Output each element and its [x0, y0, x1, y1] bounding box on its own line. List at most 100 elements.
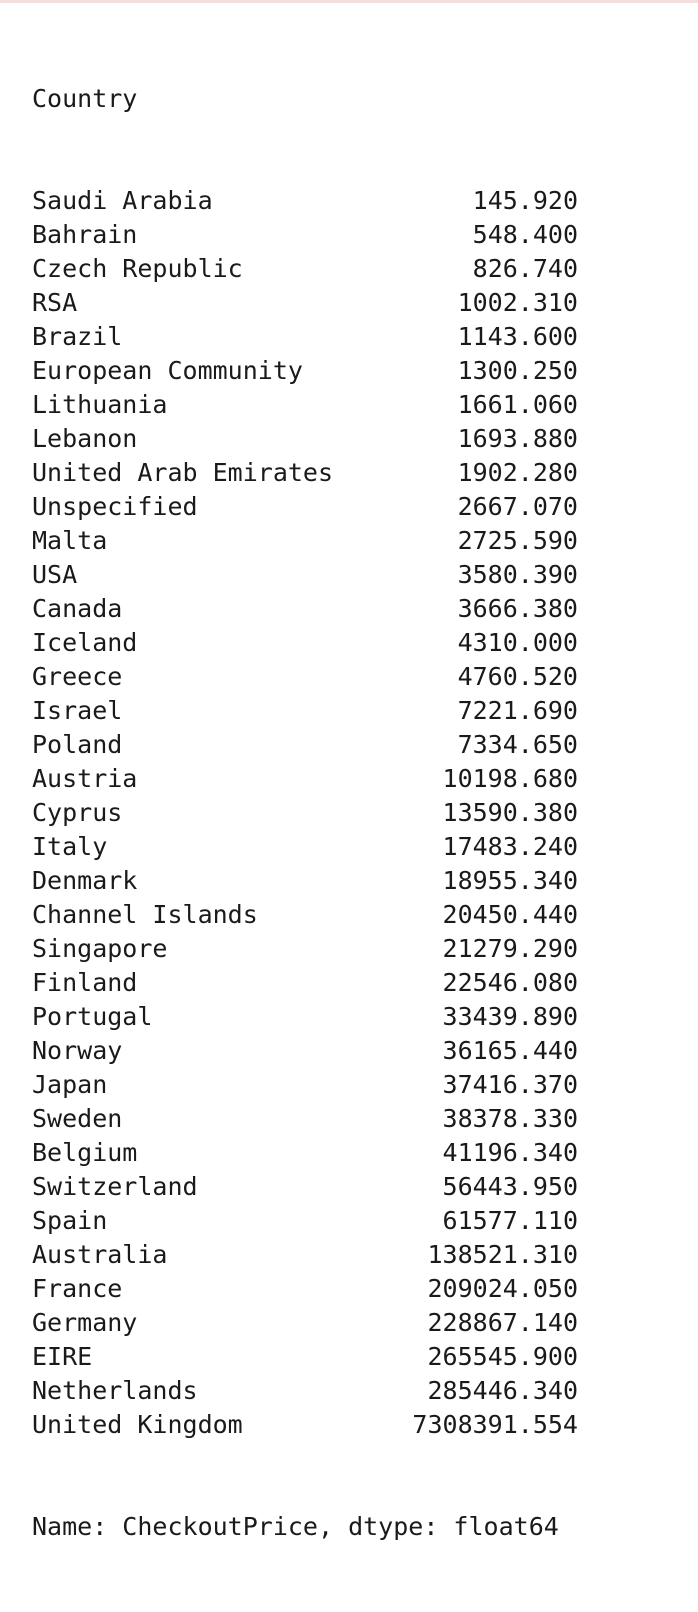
country-label: Poland [32, 730, 123, 759]
checkout-price-value: 56443.950 [442, 1172, 578, 1201]
index-name-row: Country [32, 82, 592, 116]
checkout-price-value: 1300.250 [457, 356, 578, 385]
country-label: Netherlands [32, 1376, 198, 1405]
series-row: Brazil 1143.600 [32, 320, 592, 354]
checkout-price-value: 33439.890 [442, 1002, 578, 1031]
series-footer-row: Name: CheckoutPrice, dtype: float64 [32, 1510, 592, 1544]
country-label: Canada [32, 594, 123, 623]
checkout-price-value: 21279.290 [442, 934, 578, 963]
checkout-price-value: 138521.310 [427, 1240, 578, 1269]
series-row: Italy 17483.240 [32, 830, 592, 864]
country-label: Australia [32, 1240, 168, 1269]
country-label: Brazil [32, 322, 123, 351]
series-row: Unspecified 2667.070 [32, 490, 592, 524]
series-row: Sweden 38378.330 [32, 1102, 592, 1136]
checkout-price-value: 3666.380 [457, 594, 578, 623]
checkout-price-value: 1693.880 [457, 424, 578, 453]
checkout-price-value: 1143.600 [457, 322, 578, 351]
series-row: Australia 138521.310 [32, 1238, 592, 1272]
series-row: Poland 7334.650 [32, 728, 592, 762]
country-label: Cyprus [32, 798, 123, 827]
checkout-price-value: 37416.370 [442, 1070, 578, 1099]
series-row: Portugal 33439.890 [32, 1000, 592, 1034]
country-label: Channel Islands [32, 900, 258, 929]
checkout-price-value: 61577.110 [442, 1206, 578, 1235]
checkout-price-value: 209024.050 [427, 1274, 578, 1303]
country-label: Portugal [32, 1002, 153, 1031]
checkout-price-value: 7308391.554 [412, 1410, 578, 1439]
country-label: Italy [32, 832, 108, 861]
country-label: European Community [32, 356, 303, 385]
country-label: Iceland [32, 628, 138, 657]
country-label: Denmark [32, 866, 138, 895]
series-row: Israel 7221.690 [32, 694, 592, 728]
country-label: Greece [32, 662, 123, 691]
series-row: Netherlands 285446.340 [32, 1374, 592, 1408]
country-label: Finland [32, 968, 138, 997]
country-label: United Arab Emirates [32, 458, 334, 487]
series-row: Czech Republic 826.740 [32, 252, 592, 286]
series-row: Saudi Arabia 145.920 [32, 184, 592, 218]
series-row: United Kingdom 7308391.554 [32, 1408, 592, 1442]
checkout-price-value: 548.400 [472, 220, 578, 249]
series-row: France 209024.050 [32, 1272, 592, 1306]
checkout-price-value: 228867.140 [427, 1308, 578, 1337]
checkout-price-value: 1002.310 [457, 288, 578, 317]
country-label: RSA [32, 288, 78, 317]
series-row: EIRE 265545.900 [32, 1340, 592, 1374]
cell-output: Country Saudi Arabia 145.920 Bahrain 548.40… [32, 14, 592, 1578]
series-row: United Arab Emirates 1902.280 [32, 456, 592, 490]
checkout-price-value: 3580.390 [457, 560, 578, 589]
series-row: Greece 4760.520 [32, 660, 592, 694]
checkout-price-value: 18955.340 [442, 866, 578, 895]
series-row: Singapore 21279.290 [32, 932, 592, 966]
country-label: Japan [32, 1070, 108, 1099]
country-label: Israel [32, 696, 123, 725]
checkout-price-value: 20450.440 [442, 900, 578, 929]
series-row: Channel Islands 20450.440 [32, 898, 592, 932]
checkout-price-value: 826.740 [472, 254, 578, 283]
series-row: Spain 61577.110 [32, 1204, 592, 1238]
country-label: Switzerland [32, 1172, 198, 1201]
checkout-price-value: 7334.650 [457, 730, 578, 759]
checkout-price-value: 285446.340 [427, 1376, 578, 1405]
country-label: Unspecified [32, 492, 198, 521]
country-label: Saudi Arabia [32, 186, 213, 215]
country-label: Austria [32, 764, 138, 793]
country-label: Norway [32, 1036, 123, 1065]
series-row: Denmark 18955.340 [32, 864, 592, 898]
checkout-price-value: 7221.690 [457, 696, 578, 725]
country-label: Singapore [32, 934, 168, 963]
checkout-price-value: 13590.380 [442, 798, 578, 827]
country-label: Bahrain [32, 220, 138, 249]
country-label: EIRE [32, 1342, 93, 1371]
series-row: Canada 3666.380 [32, 592, 592, 626]
series-row: European Community 1300.250 [32, 354, 592, 388]
series-row: Lithuania 1661.060 [32, 388, 592, 422]
checkout-price-value: 10198.680 [442, 764, 578, 793]
checkout-price-value: 4760.520 [457, 662, 578, 691]
country-label: Germany [32, 1308, 138, 1337]
checkout-price-value: 2725.590 [457, 526, 578, 555]
series-row: USA 3580.390 [32, 558, 592, 592]
series-row: Cyprus 13590.380 [32, 796, 592, 830]
cell-top-border [0, 0, 698, 3]
series-footer-label: Name: CheckoutPrice, dtype: float64 [32, 1512, 559, 1541]
checkout-price-value: 4310.000 [457, 628, 578, 657]
checkout-price-value: 22546.080 [442, 968, 578, 997]
country-label: Lithuania [32, 390, 168, 419]
checkout-price-value: 36165.440 [442, 1036, 578, 1065]
checkout-price-value: 2667.070 [457, 492, 578, 521]
country-label: United Kingdom [32, 1410, 243, 1439]
series-row: Finland 22546.080 [32, 966, 592, 1000]
country-label: Belgium [32, 1138, 138, 1167]
series-row: Belgium 41196.340 [32, 1136, 592, 1170]
series-row: Germany 228867.140 [32, 1306, 592, 1340]
series-row: Switzerland 56443.950 [32, 1170, 592, 1204]
country-label: Lebanon [32, 424, 138, 453]
series-row: Austria 10198.680 [32, 762, 592, 796]
checkout-price-value: 265545.900 [427, 1342, 578, 1371]
checkout-price-value: 145.920 [472, 186, 578, 215]
series-row: Malta 2725.590 [32, 524, 592, 558]
series-rows: Saudi Arabia 145.920 Bahrain 548.400 Czech R… [32, 184, 592, 1442]
